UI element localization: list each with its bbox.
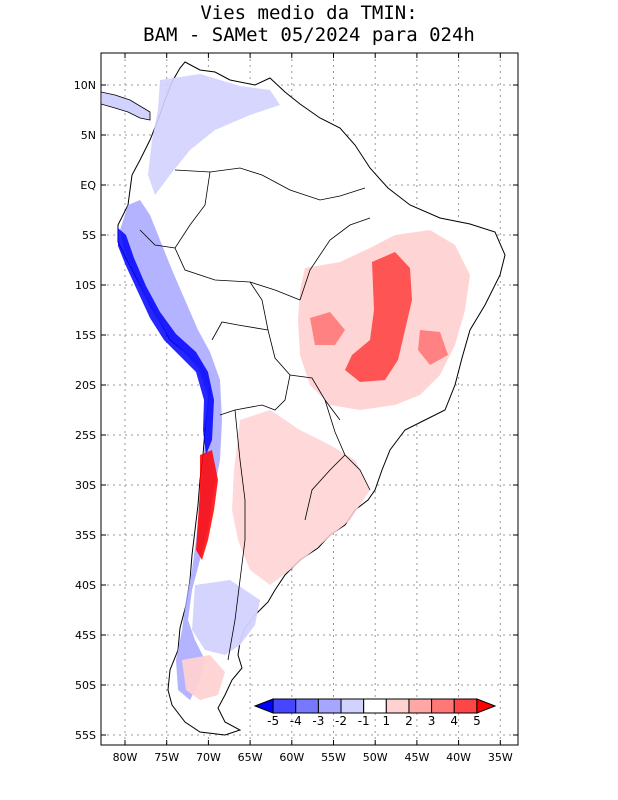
colorbar-label: 2 xyxy=(405,714,413,728)
lat-tick-label: 30S xyxy=(75,479,96,492)
colorbar-box xyxy=(363,698,387,714)
andes-strong-cold-bias xyxy=(118,228,214,455)
lon-tick-label: 80W xyxy=(113,751,138,764)
colorbar-box xyxy=(453,698,478,714)
lat-tick-label: 10S xyxy=(75,279,96,292)
colorbar-label: -3 xyxy=(312,714,324,728)
central-brazil-strong-warm-bias xyxy=(345,252,412,382)
lat-tick-label: 40S xyxy=(75,579,96,592)
colorbar-arrow-right xyxy=(476,698,497,714)
colorbar-label: 3 xyxy=(428,714,436,728)
colorbar-box xyxy=(340,698,365,714)
lat-tick-label: 25S xyxy=(75,429,96,442)
lat-tick-label: 35S xyxy=(75,529,96,542)
central-america-landmass xyxy=(101,91,151,121)
colorbar-label: -2 xyxy=(335,714,347,728)
colorbar-box xyxy=(431,698,455,714)
patagonia-cold-bias xyxy=(192,580,260,655)
colorbar-box xyxy=(408,698,433,714)
colorbar-box xyxy=(272,698,297,714)
southeast-warm-bias xyxy=(232,410,370,585)
colorbar-box xyxy=(295,698,319,714)
lat-tick-label: EQ xyxy=(80,179,96,192)
brazil-warm-spots xyxy=(310,312,448,365)
colorbar-label: 4 xyxy=(450,714,458,728)
lon-tick-label: 65W xyxy=(238,751,263,764)
tierra-del-fuego-warm-bias xyxy=(182,655,225,700)
lon-tick-label: 35W xyxy=(488,751,513,764)
lat-tick-label: 10N xyxy=(74,79,96,92)
colorbar-box xyxy=(385,698,410,714)
lat-tick-label: 45S xyxy=(75,629,96,642)
lon-tick-label: 55W xyxy=(321,751,346,764)
country-borders xyxy=(139,167,371,661)
lat-tick-label: 5S xyxy=(82,229,96,242)
colorbar: -5 -4 -3 -2 -1 1 2 3 4 5 xyxy=(253,698,497,728)
map-title-line1: Vies medio da TMIN: xyxy=(200,2,418,24)
lat-tick-label: 50S xyxy=(75,679,96,692)
northern-cold-bias xyxy=(148,74,280,195)
lon-tick-label: 45W xyxy=(404,751,429,764)
lat-tick-label: 55S xyxy=(75,729,96,742)
colorbar-label: -4 xyxy=(290,714,302,728)
lon-tick-label: 50W xyxy=(363,751,388,764)
lat-tick-label: 5N xyxy=(81,129,96,142)
colorbar-box xyxy=(317,698,342,714)
colorbar-label: 1 xyxy=(383,714,391,728)
lon-tick-label: 75W xyxy=(154,751,179,764)
lon-tick-label: 70W xyxy=(196,751,221,764)
andes-warm-bias xyxy=(196,450,218,560)
colorbar-label: 5 xyxy=(473,714,481,728)
map-title-line2: BAM - SAMet 05/2024 para 024h xyxy=(143,24,475,46)
colorbar-label: -1 xyxy=(358,714,370,728)
colorbar-label: -5 xyxy=(267,714,279,728)
lon-tick-label: 60W xyxy=(279,751,304,764)
axes: 10N 5N EQ 5S 10S 15S 20S 25S 30S 35S 40S 45S 50S 55S 8… xyxy=(74,53,518,764)
lat-tick-label: 15S xyxy=(75,329,96,342)
lon-tick-label: 40W xyxy=(446,751,471,764)
lat-tick-label: 20S xyxy=(75,379,96,392)
